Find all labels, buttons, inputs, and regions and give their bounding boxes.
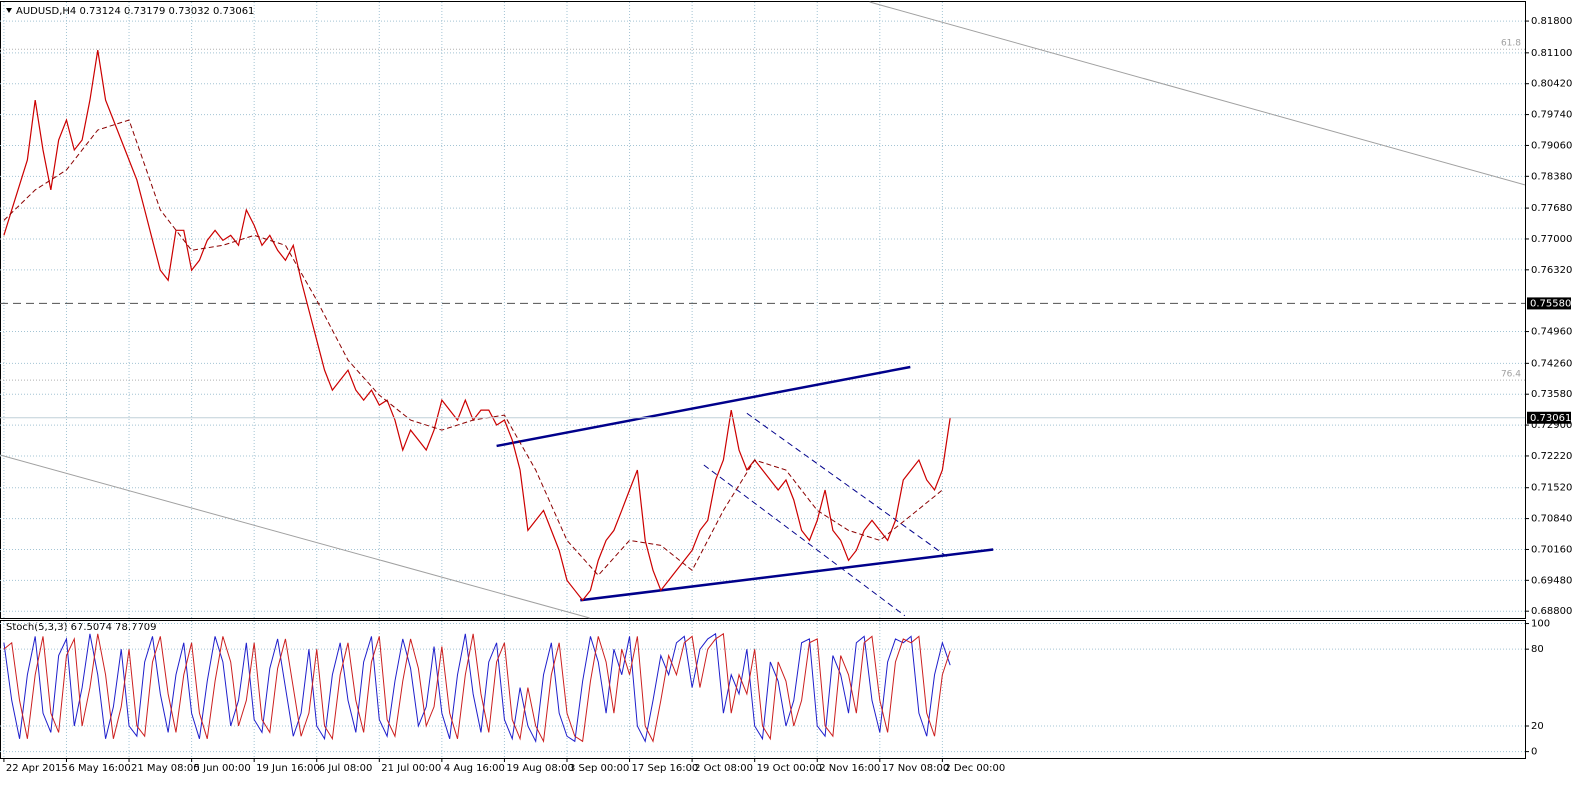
y-tick-label: 0.74960 [1531, 327, 1572, 338]
x-tick-label: 6 May 16:00 [68, 763, 130, 774]
x-tick-label: 22 Apr 2015 [6, 763, 68, 774]
y-tick-label: 0.77000 [1531, 234, 1572, 245]
x-tick-label: 21 May 08:00 [131, 763, 200, 774]
y-tick-label: 100 [1531, 619, 1550, 630]
y-tick-label: 0.72900 [1531, 420, 1572, 431]
y-tick-label: 0.78380 [1531, 171, 1572, 182]
y-tick-label: 0.79060 [1531, 140, 1572, 151]
y-tick-label: 0 [1531, 747, 1537, 758]
y-tick-label: 0.68800 [1531, 606, 1572, 617]
y-tick-label: 0.70160 [1531, 544, 1572, 555]
moving-average [3, 119, 943, 577]
x-tick-label: 19 Jun 16:00 [256, 763, 320, 774]
y-tick-label: 0.70840 [1531, 514, 1572, 525]
x-tick-label: 19 Aug 08:00 [506, 763, 573, 774]
y-tick-label: 0.73580 [1531, 389, 1572, 400]
price-box [1527, 411, 1571, 424]
y-tick-label: 0.77680 [1531, 203, 1572, 214]
stoch-signal [3, 632, 951, 744]
trendline [703, 464, 906, 617]
fib-label: 61.8 [1501, 39, 1521, 49]
x-tick-label: 2 Oct 08:00 [694, 763, 753, 774]
x-tick-label: 2 Nov 16:00 [819, 763, 880, 774]
y-tick-label: 0.81800 [1531, 16, 1572, 27]
level-label: 0.75580 [1530, 298, 1571, 309]
trendline [496, 365, 911, 448]
main-frame [0, 1, 1526, 619]
y-tick-label: 0.80420 [1531, 79, 1572, 90]
stoch-main [3, 632, 951, 744]
y-tick-label: 0.76320 [1531, 265, 1572, 276]
level-box [1527, 297, 1571, 310]
y-tick-label: 0.69480 [1531, 575, 1572, 586]
x-tick-label: 4 Aug 16:00 [444, 763, 505, 774]
x-tick-label: 17 Sep 16:00 [632, 763, 699, 774]
y-tick-label: 20 [1531, 721, 1544, 732]
x-tick-label: 19 Oct 00:00 [757, 763, 822, 774]
x-tick-label: 2 Dec 00:00 [944, 763, 1005, 774]
x-tick-label: 5 Jun 00:00 [194, 763, 251, 774]
stoch-title: Stoch(5,3,3) 67.5074 78.7709 [6, 622, 157, 633]
stoch-frame [0, 620, 1526, 759]
y-tick-label: 0.72220 [1531, 451, 1572, 462]
symbol-icon [6, 8, 12, 13]
trendline [0, 454, 590, 619]
chart-title: AUDUSD,H4 0.73124 0.73179 0.73032 0.7306… [16, 6, 254, 17]
x-tick-label: 6 Jul 08:00 [319, 763, 373, 774]
y-tick-label: 0.79740 [1531, 110, 1572, 121]
y-tick-label: 0.81100 [1531, 48, 1572, 59]
price-label: 0.73061 [1530, 413, 1571, 424]
trendline [869, 1, 1526, 186]
x-tick-label: 3 Sep 00:00 [569, 763, 629, 774]
price-line [3, 50, 951, 602]
y-tick-label: 0.71520 [1531, 483, 1572, 494]
y-tick-label: 0.74260 [1531, 358, 1572, 369]
y-tick-label: 80 [1531, 644, 1544, 655]
trendline [580, 548, 994, 602]
trendline [746, 412, 949, 558]
x-tick-label: 21 Jul 00:00 [381, 763, 441, 774]
fib-label: 76.4 [1501, 370, 1521, 380]
x-tick-label: 17 Nov 08:00 [882, 763, 949, 774]
